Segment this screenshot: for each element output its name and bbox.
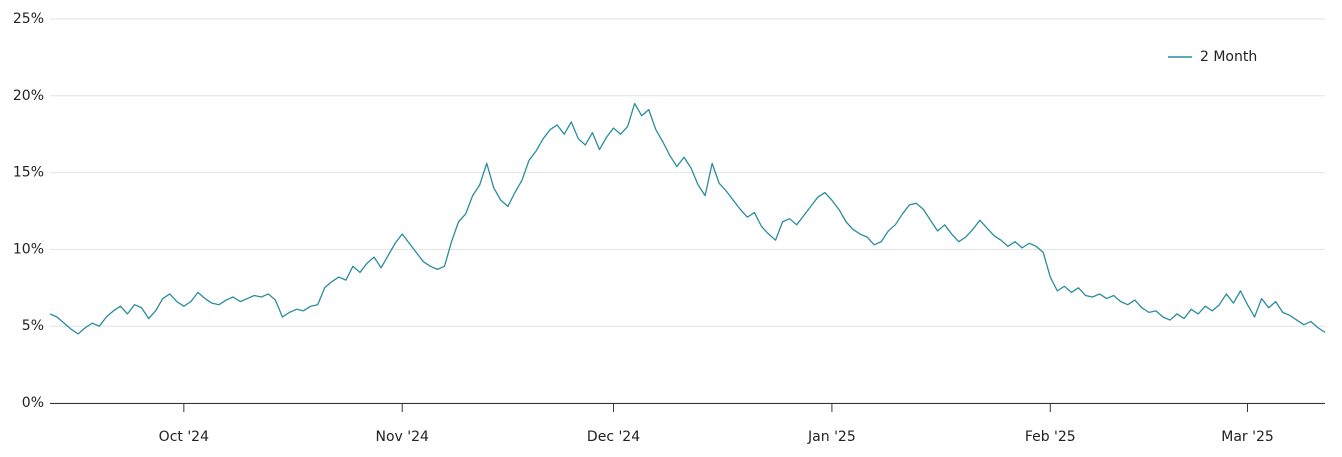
x-tick-label: Feb '25 <box>1025 429 1076 445</box>
x-tick-label: Dec '24 <box>587 429 640 445</box>
line <box>49 102 1326 335</box>
y-tick-label: 5% <box>22 318 44 334</box>
legend-label: 2 Month <box>1200 49 1257 65</box>
y-tick-label: 15% <box>13 165 44 181</box>
y-tick-label: 25% <box>13 11 44 27</box>
x-tick-label: Nov '24 <box>375 429 429 445</box>
y-tick-label: 10% <box>13 241 44 257</box>
x-tick-label: Jan '25 <box>807 429 856 445</box>
x-tick-label: Oct '24 <box>159 429 209 445</box>
x-tick-label: Mar '25 <box>1221 429 1274 445</box>
y-tick-label: 20% <box>13 88 44 104</box>
y-tick-label: 0% <box>22 395 44 411</box>
